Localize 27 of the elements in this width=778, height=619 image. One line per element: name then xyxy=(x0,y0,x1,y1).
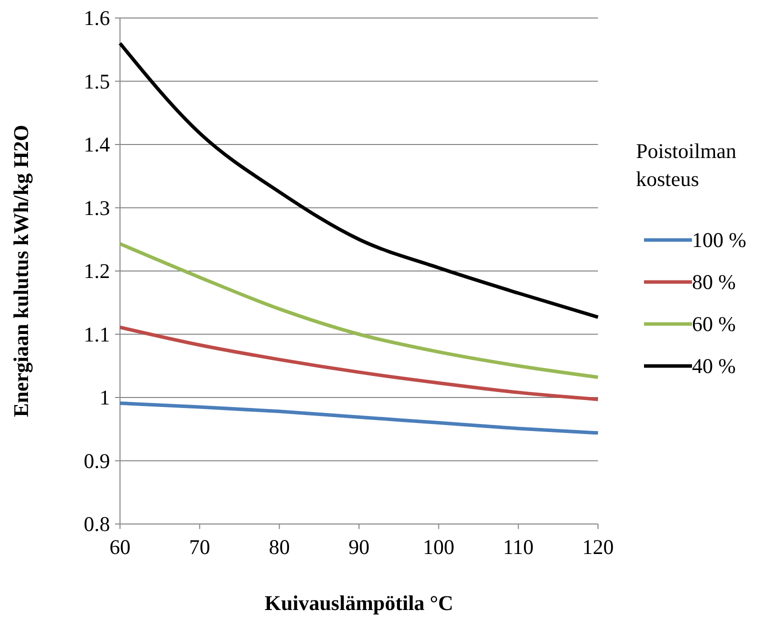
y-axis-title: Energiaan kulutus kWh/kg H2O xyxy=(9,124,33,418)
y-tick-label: 1.4 xyxy=(84,132,110,156)
y-tick-label: 1.3 xyxy=(84,196,110,220)
legend-label: 100 % xyxy=(692,228,746,252)
legend-title: Poistoilman kosteus xyxy=(636,139,737,191)
x-tick-label: 90 xyxy=(348,535,370,559)
y-tick-label: 0.9 xyxy=(84,448,110,473)
line-series xyxy=(118,42,600,319)
legend-label: 60 % xyxy=(692,312,736,336)
legend-label: 40 % xyxy=(692,354,736,378)
line-series xyxy=(118,401,600,435)
y-tick-label: 1 xyxy=(100,386,110,410)
x-tick-label: 110 xyxy=(502,535,534,559)
line-series xyxy=(118,242,600,380)
x-tick-label: 80 xyxy=(268,535,290,559)
x-tick-label: 100 xyxy=(422,535,454,559)
legend-label: 80 % xyxy=(692,270,736,294)
y-tick-label: 1.1 xyxy=(84,322,110,346)
y-tick-label: 1.5 xyxy=(84,69,110,94)
x-tick-label: 60 xyxy=(110,535,130,559)
y-tick-label: 1.2 xyxy=(84,259,110,283)
y-tick-label: 1.6 xyxy=(84,6,110,30)
x-tick-label: 70 xyxy=(189,535,210,559)
y-tick-label: 0.8 xyxy=(84,512,110,536)
x-tick-label: 120 xyxy=(582,535,614,559)
x-axis-title: Kuivauslämpötila °C xyxy=(264,591,454,615)
line-series xyxy=(118,326,600,402)
